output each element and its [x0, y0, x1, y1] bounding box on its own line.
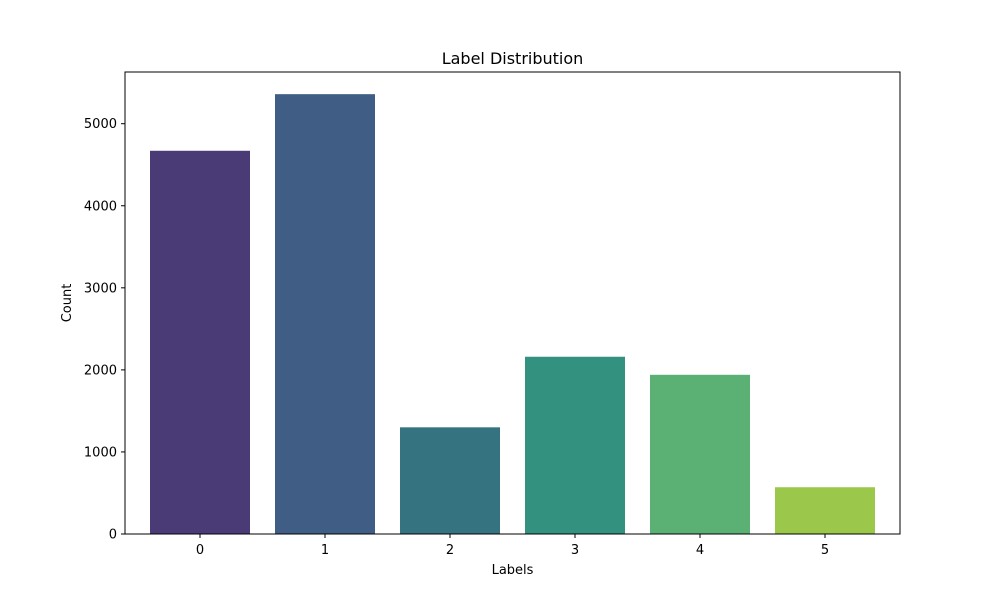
- bar-5: [775, 487, 875, 534]
- x-tick-label: 2: [446, 543, 454, 558]
- bars-layer: [150, 94, 875, 534]
- y-tick-label: 0: [109, 528, 117, 543]
- x-tick-label: 1: [321, 543, 329, 558]
- x-tick-label: 4: [696, 543, 704, 558]
- plot-frame: [124, 71, 901, 535]
- y-axis-ticks: 0 1000 2000 3000 4000 5000: [84, 117, 125, 543]
- bar-0: [150, 150, 250, 534]
- chart-title: Label Distribution: [442, 49, 584, 68]
- x-tick-label: 5: [821, 543, 829, 558]
- x-tick-label: 0: [196, 543, 204, 558]
- bar-4: [650, 374, 750, 534]
- bar-2: [400, 427, 500, 534]
- x-axis-ticks: 0 1 2 3 4 5: [196, 534, 829, 558]
- y-axis-label: Count: [60, 284, 75, 323]
- x-tick-label: 3: [571, 543, 579, 558]
- x-axis-label: Labels: [492, 563, 534, 578]
- y-tick-label: 4000: [84, 199, 117, 214]
- bar-1: [275, 94, 375, 534]
- y-tick-label: 5000: [84, 117, 117, 132]
- y-tick-label: 1000: [84, 445, 117, 460]
- bar-3: [525, 356, 625, 534]
- y-tick-label: 3000: [84, 281, 117, 296]
- y-tick-label: 2000: [84, 363, 117, 378]
